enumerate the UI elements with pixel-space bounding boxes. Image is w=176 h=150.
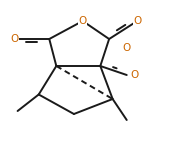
Text: O: O: [123, 43, 131, 53]
Text: O: O: [10, 34, 18, 44]
Text: O: O: [133, 16, 141, 26]
Text: O: O: [130, 70, 139, 80]
Text: O: O: [79, 16, 87, 26]
